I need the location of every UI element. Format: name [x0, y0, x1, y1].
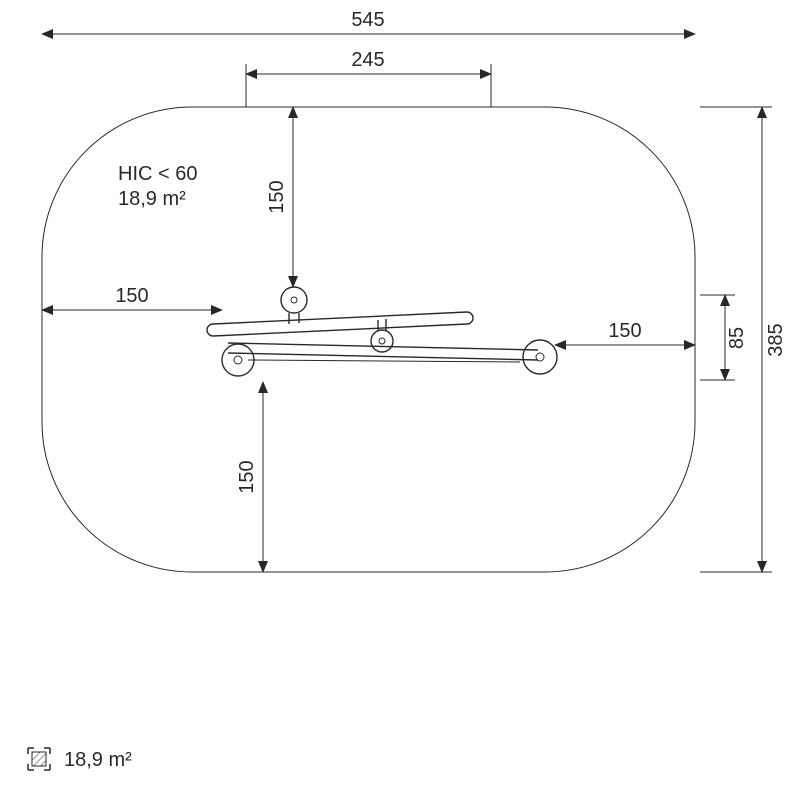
dim-right-clearance-label: 150 [608, 320, 641, 342]
equipment-top-view [207, 287, 557, 376]
dim-top-clearance-label: 150 [266, 180, 288, 213]
dim-total-width-label: 545 [351, 9, 384, 31]
note-area-inside: 18,9 m² [118, 188, 186, 210]
dim-inner-width-label: 245 [351, 49, 384, 71]
legend-area-label: 18,9 m² [64, 749, 132, 771]
technical-drawing: 545 245 385 85 150 150 150 150 HIC < 60 … [0, 0, 800, 800]
dim-bottom-clearance-label: 150 [236, 460, 258, 493]
dim-total-height-label: 385 [765, 323, 787, 356]
note-hic: HIC < 60 [118, 163, 197, 185]
dim-inner-height-label: 85 [726, 327, 748, 349]
dim-left-clearance-label: 150 [115, 285, 148, 307]
legend: 18,9 m² [28, 748, 132, 771]
